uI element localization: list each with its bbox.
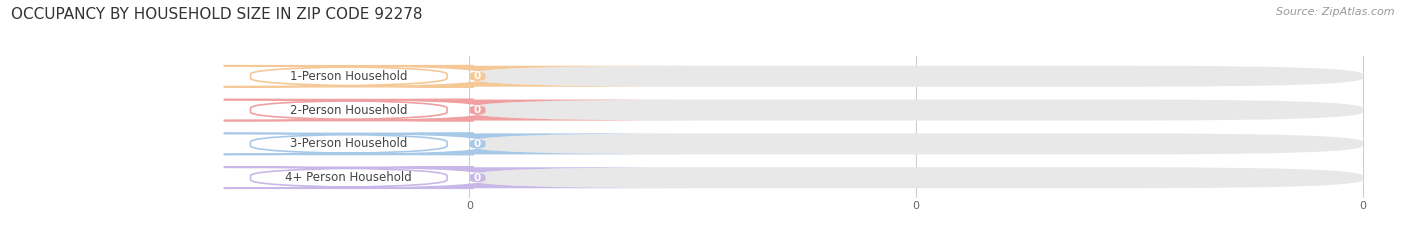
FancyBboxPatch shape <box>224 66 474 87</box>
FancyBboxPatch shape <box>224 99 474 120</box>
Text: 0: 0 <box>474 139 481 149</box>
Text: 0: 0 <box>474 71 481 81</box>
Text: 0: 0 <box>474 105 481 115</box>
Text: 0: 0 <box>474 173 481 183</box>
FancyBboxPatch shape <box>262 134 693 154</box>
Text: 1-Person Household: 1-Person Household <box>290 70 408 83</box>
FancyBboxPatch shape <box>470 99 1362 120</box>
Text: 4+ Person Household: 4+ Person Household <box>285 171 412 184</box>
Text: OCCUPANCY BY HOUSEHOLD SIZE IN ZIP CODE 92278: OCCUPANCY BY HOUSEHOLD SIZE IN ZIP CODE … <box>11 7 423 22</box>
FancyBboxPatch shape <box>224 167 474 188</box>
FancyBboxPatch shape <box>262 167 693 188</box>
FancyBboxPatch shape <box>224 134 474 154</box>
Text: Source: ZipAtlas.com: Source: ZipAtlas.com <box>1277 7 1395 17</box>
FancyBboxPatch shape <box>262 99 693 120</box>
FancyBboxPatch shape <box>470 66 1362 87</box>
FancyBboxPatch shape <box>262 66 693 87</box>
Text: 2-Person Household: 2-Person Household <box>290 103 408 116</box>
FancyBboxPatch shape <box>470 134 1362 154</box>
FancyBboxPatch shape <box>470 167 1362 188</box>
Text: 3-Person Household: 3-Person Household <box>290 137 408 151</box>
